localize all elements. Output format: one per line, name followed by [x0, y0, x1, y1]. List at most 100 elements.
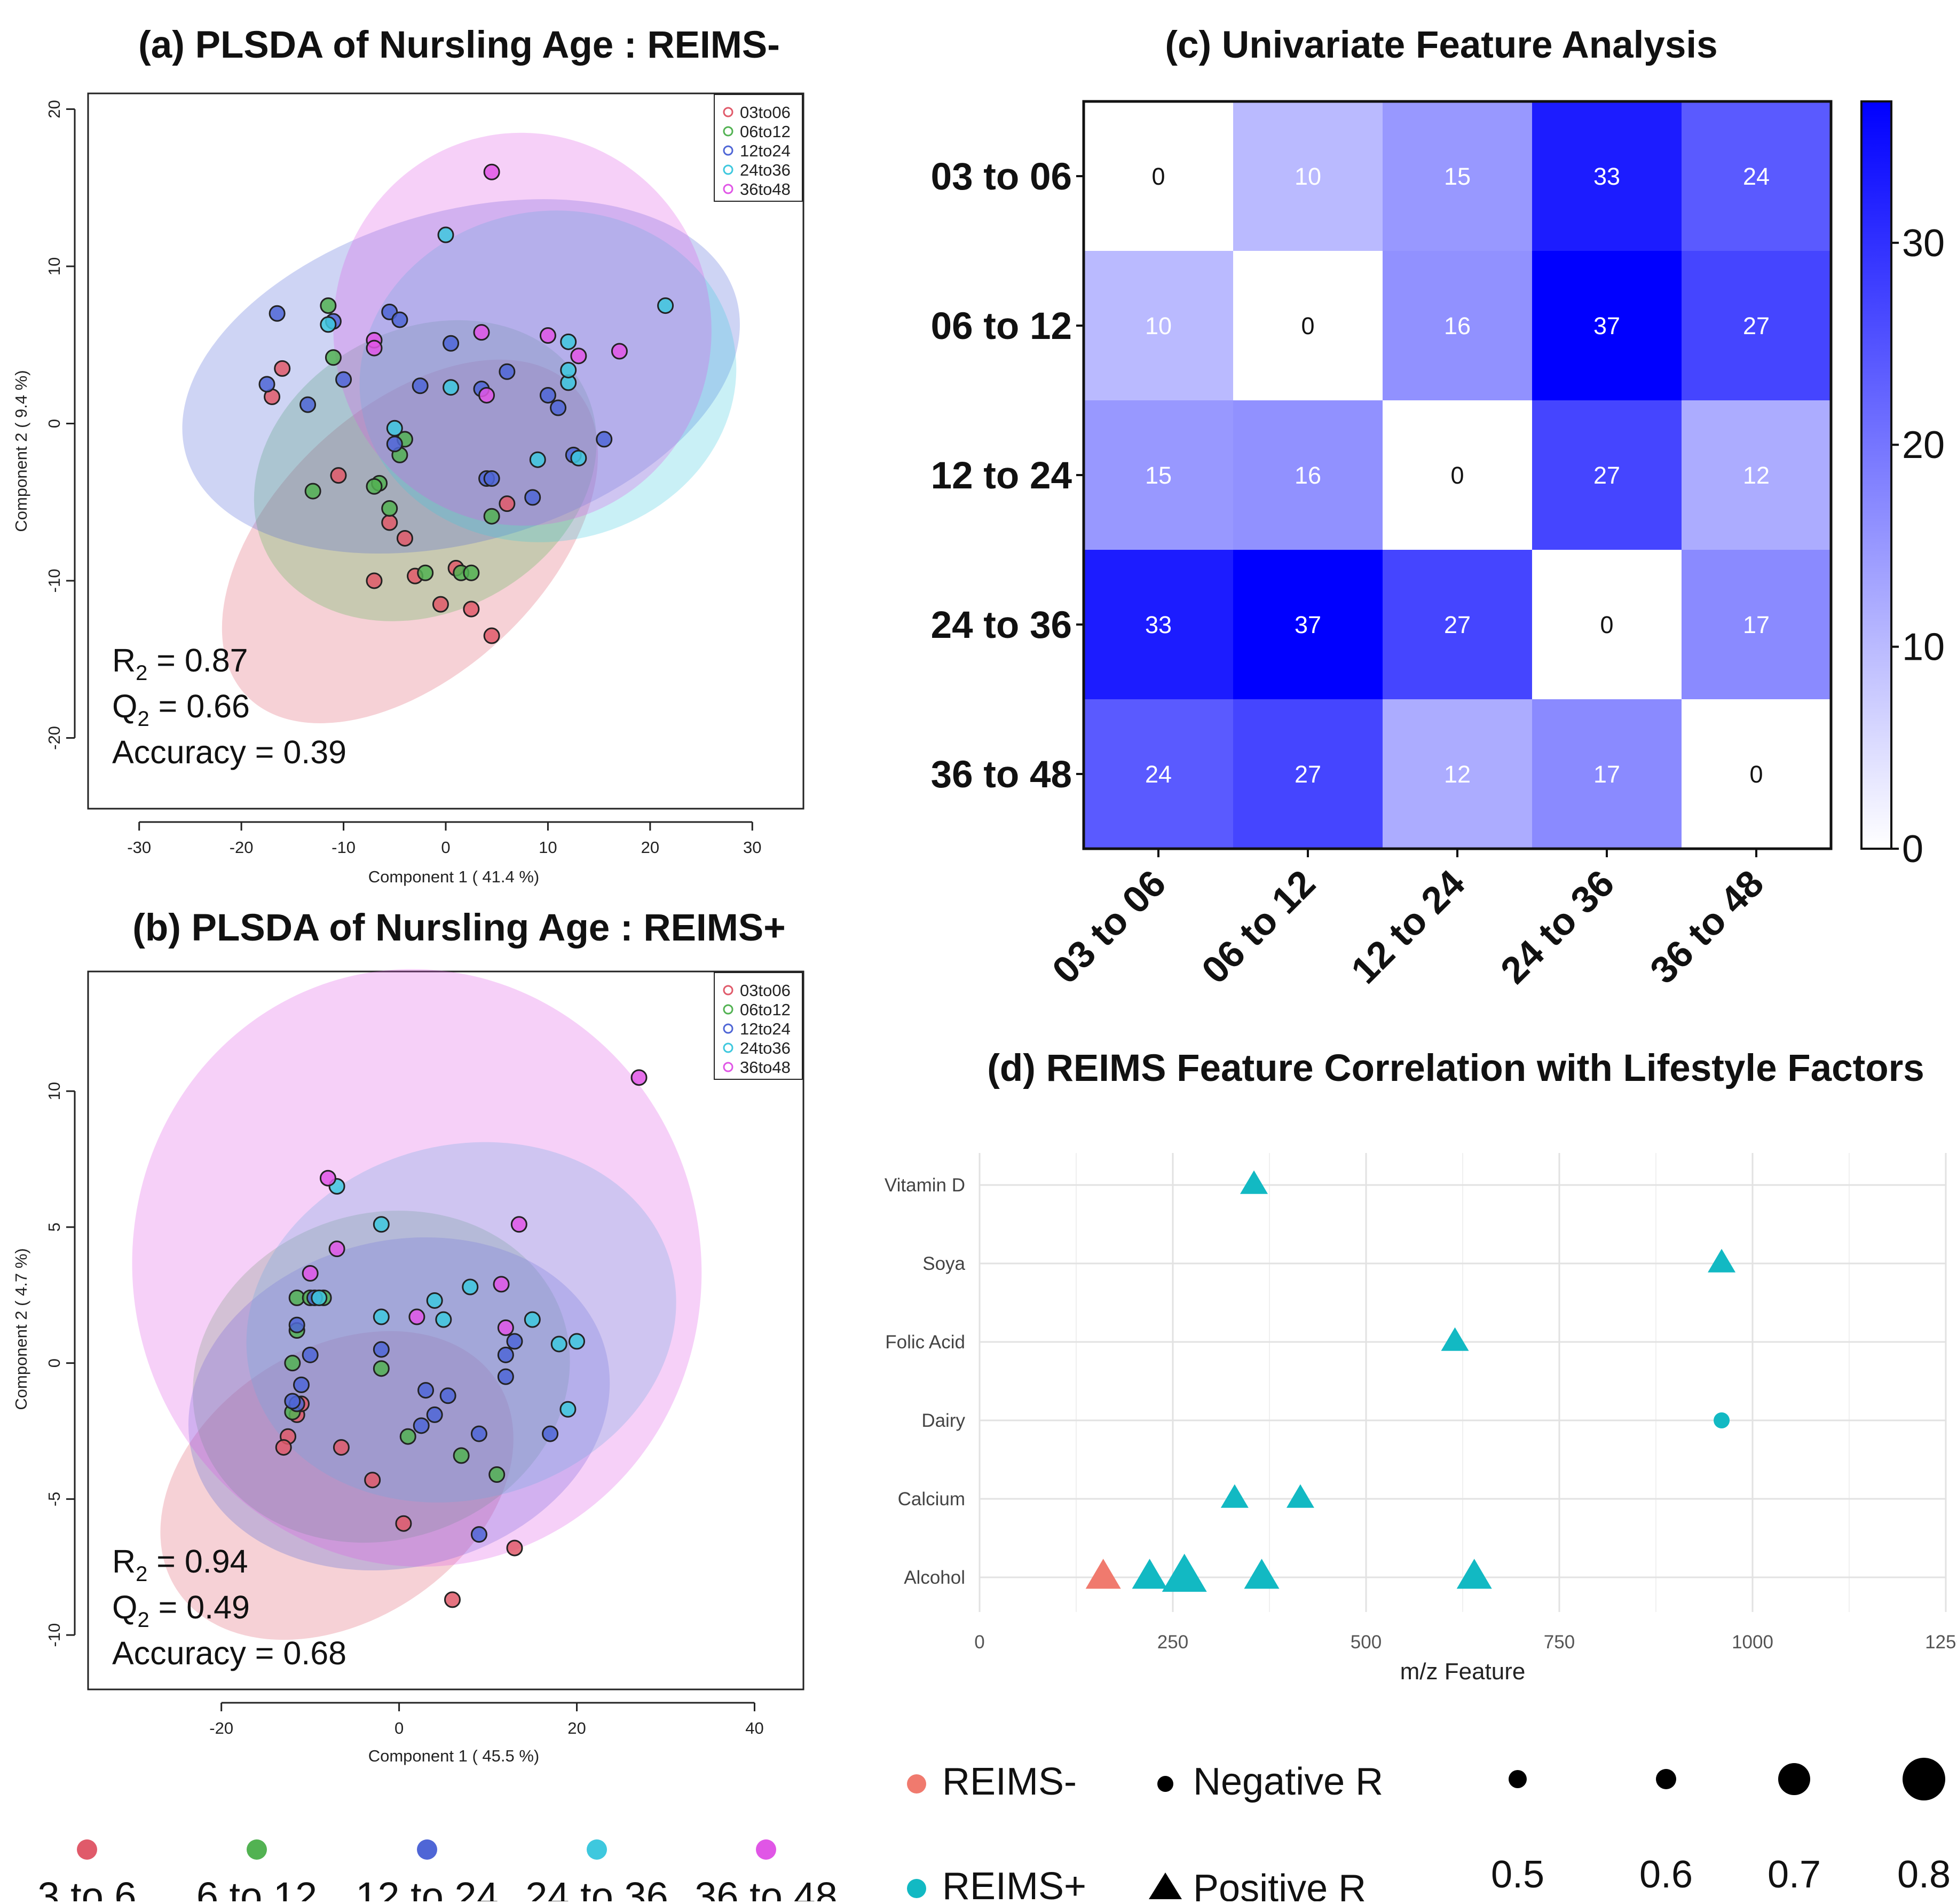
panel-b-legend-box	[714, 972, 803, 1080]
heatmap-value: 0	[1749, 761, 1763, 788]
x-tick-label: -30	[127, 838, 151, 857]
panel-a-legend-box	[714, 94, 803, 202]
legend-marker-36to48	[723, 184, 733, 194]
heatmap-cell	[1682, 400, 1831, 550]
y-tick-label: 5	[45, 1222, 64, 1231]
heatmap-col-label: 06 to 12	[1194, 862, 1323, 992]
point-06to12	[366, 478, 383, 495]
panel-d-title: (d) REIMS Feature Correlation with Lifes…	[987, 1047, 1924, 1089]
heatmap-cell	[1682, 550, 1831, 699]
legend-label-24to36: 24to36	[740, 1039, 791, 1057]
heatmap-value: 0	[1600, 611, 1613, 638]
y-tick-label: -10	[45, 569, 64, 593]
point-36to48	[510, 1216, 527, 1233]
point-24to36	[524, 1311, 541, 1328]
y-tick-label: 20	[45, 100, 64, 118]
age-legend-label-12to24: 12 to 24	[356, 1874, 498, 1901]
heatmap-cell	[1383, 101, 1532, 251]
point-06to12	[320, 297, 337, 314]
legend-label-12to24: 12to24	[740, 1020, 791, 1038]
heatmap-value: 33	[1145, 611, 1172, 638]
heatmap-value: 16	[1444, 312, 1471, 339]
point-24to36	[435, 1311, 452, 1328]
heatmap-row-label: 24 to 36	[931, 604, 1072, 646]
panel-d-x-tick-label: 0	[974, 1632, 984, 1653]
heatmap-cell	[1532, 101, 1682, 251]
point-12to24	[483, 470, 500, 487]
panel-b-q2: Q2 = 0.49	[112, 1589, 250, 1632]
point-12to24	[499, 363, 516, 380]
age-legend-label-3to6: 3 to 6	[37, 1874, 136, 1901]
legend-marker-24to36	[723, 1042, 733, 1053]
x-tick-label: 40	[745, 1719, 763, 1737]
point-06to12	[417, 564, 434, 581]
heatmap-cell	[1233, 101, 1383, 251]
legend-reims-pos-label: REIMS+	[942, 1865, 1086, 1901]
heatmap-row-label: 06 to 12	[931, 305, 1072, 347]
legend-size-0-5-label: 0.5	[1491, 1853, 1544, 1896]
heatmap-cells: 0 10 15 33 24 10 0 16 37 27 15 16 0 27 12 33 37 27 0 17 24 27…	[1084, 101, 1831, 849]
colorbar-tick-label: 20	[1902, 424, 1945, 467]
panel-d-x-tick-label: 1250	[1925, 1632, 1957, 1653]
panel-b-points	[275, 1069, 648, 1608]
age-legend-dot-24to36	[587, 1839, 607, 1860]
point-03to06	[275, 1439, 292, 1456]
point-24to36	[657, 297, 674, 314]
point-24to36	[311, 1289, 328, 1306]
point-24to36	[550, 1336, 567, 1353]
ellipse-24to36	[359, 210, 737, 542]
legend-size-0-7-label: 0.7	[1767, 1853, 1821, 1896]
panel-a-r2: R2 = 0.87	[112, 642, 248, 685]
point-03to06	[366, 572, 383, 589]
point-36to48	[611, 343, 628, 360]
panel-d-category-label: Folic Acid	[885, 1332, 965, 1353]
point-12to24	[373, 1341, 390, 1358]
age-legend-dot-12to24	[417, 1839, 437, 1860]
legend-label-36to48: 36to48	[740, 1058, 791, 1077]
ellipse-06to12	[254, 320, 597, 621]
heatmap-row-label: 12 to 24	[931, 455, 1072, 497]
point-36to48	[493, 1276, 510, 1293]
ellipse-36to48	[132, 969, 702, 1567]
heatmap-value: 37	[1593, 312, 1620, 339]
age-legend-label-6to12: 6 to 12	[196, 1874, 317, 1901]
point-12to24	[539, 386, 556, 404]
lifestyle-point-positive	[1132, 1559, 1167, 1589]
heatmap-cell	[1532, 251, 1682, 400]
point-06to12	[284, 1355, 301, 1372]
legend-marker-03to06	[723, 985, 733, 996]
panel-b-legend: 03to06 06to12 12to24 24to36 36to48	[714, 972, 803, 1080]
panel-b-stats: R2 = 0.94 Q2 = 0.49 Accuracy = 0.68	[112, 1543, 346, 1671]
panel-a: (a) PLSDA of Nursling Age : REIMS- -30 -2…	[12, 24, 804, 886]
panel-a-q2: Q2 = 0.66	[112, 688, 250, 731]
point-06to12	[381, 500, 398, 517]
ellipse-36to48	[333, 132, 712, 526]
y-tick-label: 0	[45, 1358, 64, 1368]
panel-d-legend: REIMS- REIMS+ Negative R Positive R 0.5 …	[907, 1758, 1951, 1904]
x-tick-label: 0	[394, 1719, 404, 1737]
point-12to24	[417, 1382, 435, 1399]
heatmap-cell	[1233, 699, 1383, 849]
point-24to36	[529, 451, 546, 468]
legend-marker-12to24	[723, 1023, 733, 1034]
age-legend-dot-6to12	[247, 1839, 267, 1860]
lifestyle-point-positive	[1456, 1559, 1492, 1589]
point-24to36	[559, 1401, 577, 1418]
heatmap-cell	[1682, 699, 1831, 849]
point-24to36	[386, 420, 403, 437]
panel-d: (d) REIMS Feature Correlation with Lifes…	[885, 1047, 1957, 1685]
heatmap-value: 0	[1301, 312, 1314, 339]
age-legend-label-36to48: 36 to 48	[695, 1874, 837, 1901]
legend-negative-r-marker	[1157, 1776, 1173, 1792]
legend-reims-pos-dot	[907, 1879, 926, 1898]
heatmap-value: 12	[1444, 761, 1471, 788]
heatmap-value: 17	[1743, 611, 1770, 638]
point-24to36	[320, 316, 337, 333]
legend-label-06to12: 06to12	[740, 122, 791, 141]
age-legend-dot-3to6	[77, 1839, 97, 1860]
x-tick-label: -20	[230, 838, 254, 857]
heatmap-value: 37	[1295, 611, 1321, 638]
heatmap-cell	[1233, 400, 1383, 550]
panel-b-plot-frame	[87, 970, 804, 1690]
